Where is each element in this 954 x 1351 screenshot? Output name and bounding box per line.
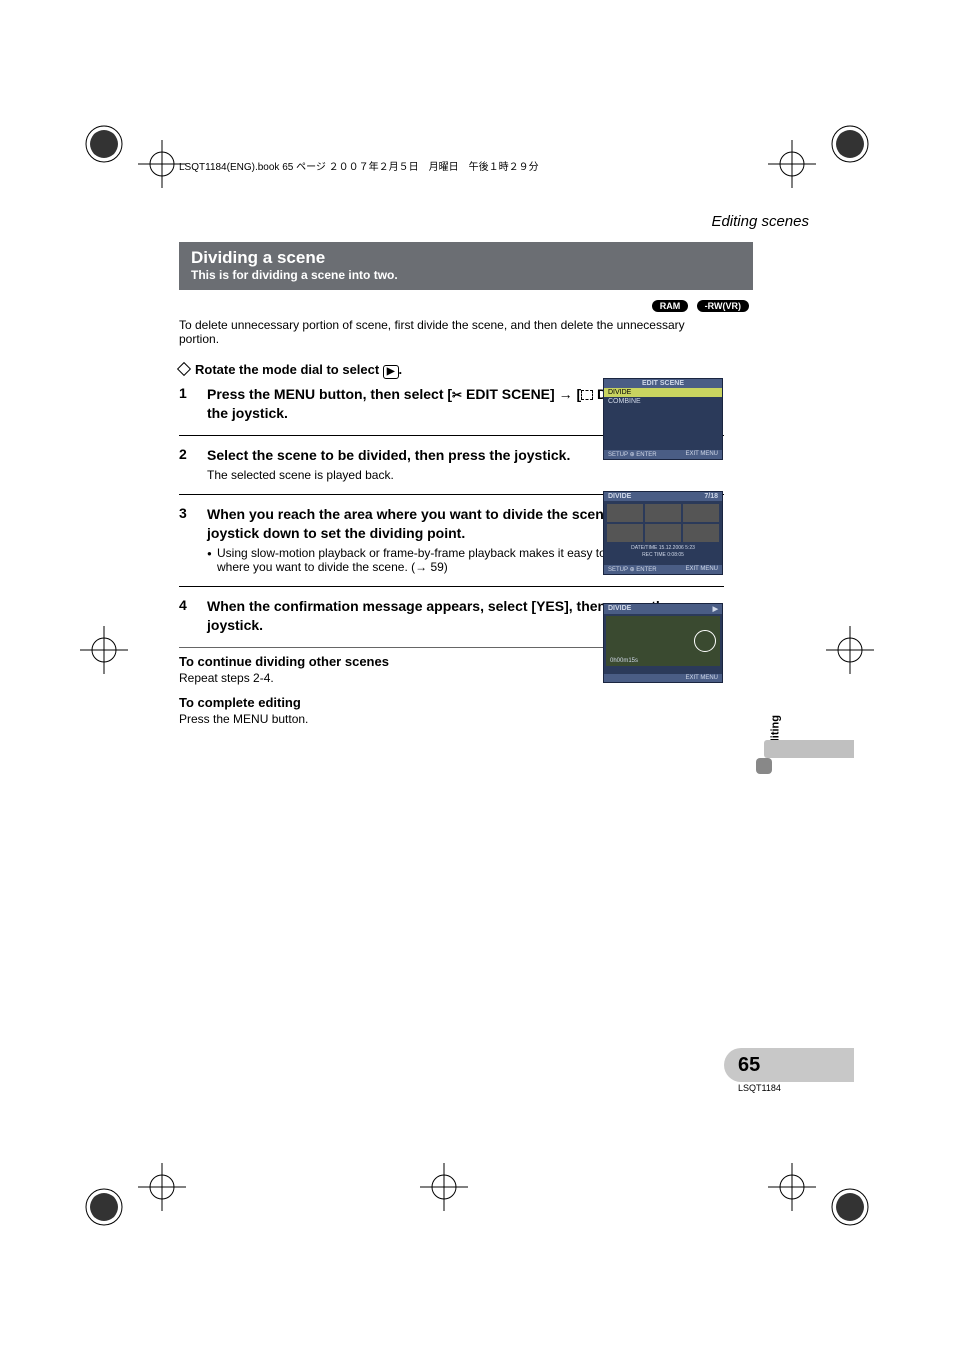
step-number: 2 — [179, 446, 193, 462]
divider — [179, 586, 724, 587]
shot2-head: DIVIDE — [608, 493, 631, 500]
badge-rwvr: -RW(VR) — [697, 300, 749, 312]
shot3-video-area: 0h00m15s — [606, 616, 720, 666]
shot2-count: 7/18 — [704, 493, 718, 500]
shot1-exit: EXIT MENU — [685, 451, 718, 458]
shot2-setup: SETUP ⊕ ENTER — [608, 566, 657, 573]
shot2-exit: EXIT MENU — [685, 566, 718, 573]
title-box: Dividing a scene This is for dividing a … — [179, 242, 753, 290]
shot1-head: EDIT SCENE — [604, 379, 722, 388]
reg-mark-tl — [80, 120, 128, 168]
shot3-exit: EXIT MENU — [685, 675, 718, 681]
step-number: 4 — [179, 597, 193, 613]
rotate-instruction: Rotate the mode dial to select ▶. — [179, 362, 779, 379]
page-number: 65 — [738, 1054, 760, 1077]
shot1-divide: DIVIDE — [604, 388, 722, 397]
divide-icon — [581, 390, 593, 400]
crosshair-bl — [138, 1163, 186, 1211]
screenshot-divide-thumbs: DIVIDE 7/18 DATE/TIME 15.12.2006 5:23 RE… — [603, 491, 723, 575]
reg-mark-bl — [80, 1183, 128, 1231]
shot3-head: DIVIDE — [608, 605, 631, 613]
reg-mark-tr — [826, 120, 874, 168]
step-2-body: The selected scene is played back. — [207, 468, 724, 482]
complete-heading: To complete editing — [179, 695, 724, 710]
crosshair-bm — [420, 1163, 468, 1211]
shot2-thumbnails — [604, 501, 722, 545]
arrow-right-icon: → — [559, 385, 573, 404]
shot1-setup: SETUP ⊕ ENTER — [608, 451, 657, 458]
page-subtitle: This is for dividing a scene into two. — [191, 268, 741, 282]
shot3-play-icon: ▶ — [713, 605, 718, 613]
page-number-badge: 65 — [724, 1048, 854, 1082]
reg-mark-br — [826, 1183, 874, 1231]
side-tab-bar — [764, 740, 854, 758]
crosshair-br — [768, 1163, 816, 1211]
screenshot-divide-playback: DIVIDE ▶ 0h00m15s EXIT MENU — [603, 603, 723, 683]
side-tab-knob — [756, 758, 772, 774]
shot3-time: 0h00m15s — [610, 658, 638, 664]
intro-text: To delete unnecessary portion of scene, … — [179, 318, 724, 346]
complete-body: Press the MENU button. — [179, 712, 724, 726]
shot3-joystick-icon — [694, 630, 716, 652]
page-code: LSQT1184 — [724, 1083, 854, 1093]
play-mode-icon: ▶ — [383, 365, 399, 379]
badge-ram: RAM — [652, 300, 689, 312]
rotate-text: Rotate the mode dial to select — [195, 362, 383, 377]
diamond-icon — [177, 362, 191, 376]
ref-arrow-icon: → — [415, 560, 427, 574]
step-number: 1 — [179, 385, 193, 401]
page-title: Dividing a scene — [191, 248, 741, 268]
disc-badges: RAM -RW(VR) — [179, 296, 749, 314]
shot2-rectime: REC TIME 0:08:05 — [604, 552, 722, 559]
book-header: LSQT1184(ENG).book 65 ページ ２００７年２月５日 月曜日 … — [179, 158, 779, 173]
section-title: Editing scenes — [179, 213, 809, 230]
crosshair-ml — [80, 626, 128, 674]
crosshair-mr — [826, 626, 874, 674]
screenshot-edit-scene-menu: EDIT SCENE DIVIDE COMBINE SETUP ⊕ ENTER … — [603, 378, 723, 460]
scissors-icon: ✂ — [452, 388, 462, 402]
step-number: 3 — [179, 505, 193, 521]
shot1-combine: COMBINE — [604, 397, 722, 406]
